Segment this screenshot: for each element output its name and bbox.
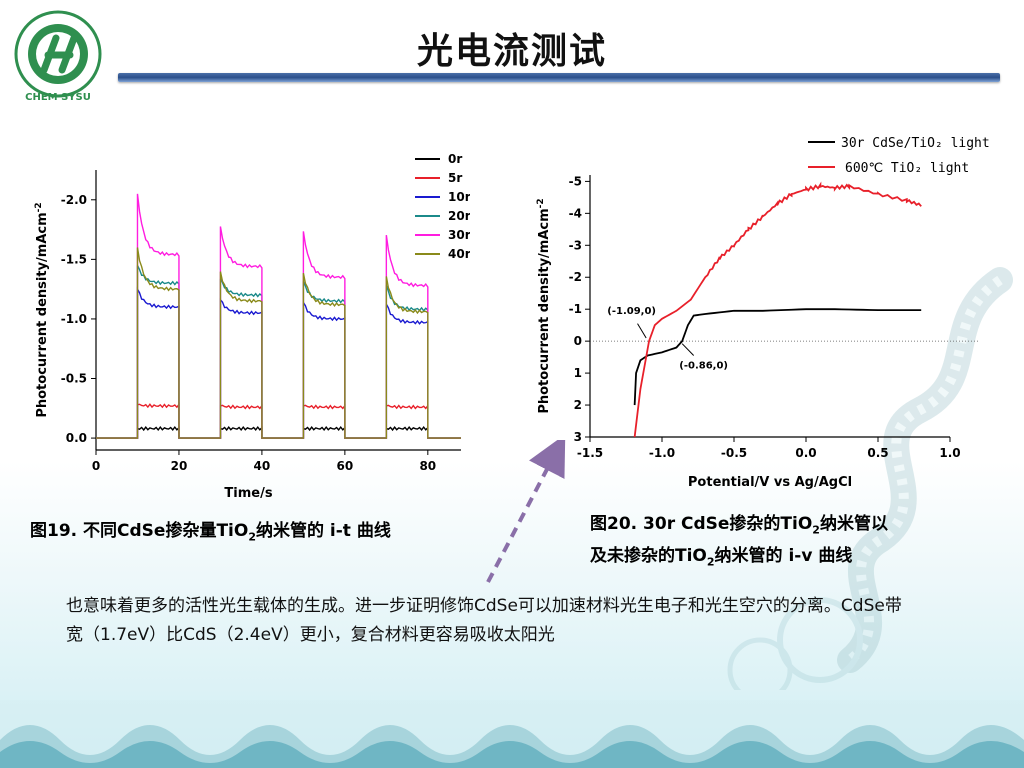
y-tick-label: 3 xyxy=(574,430,582,444)
legend-label-40r: 40r xyxy=(448,247,470,261)
x-axis-label: Time/s xyxy=(224,486,272,501)
caption-20-line2-suffix: 纳米管的 i-v 曲线 xyxy=(714,546,853,567)
it-curve-chart: 0 20 40 60 80 0.0 -0.5 -1.0 -1.5 -2.0 Time/s Photoc… xyxy=(34,152,470,501)
x-tick-label: 1.0 xyxy=(939,446,960,460)
x-tick-label: 80 xyxy=(419,459,436,473)
x-tick-label: 0.5 xyxy=(867,446,888,460)
caption-19-suffix: 纳米管的 i-t 曲线 xyxy=(255,521,391,541)
annotation-1-label: (-1.09,0) xyxy=(607,306,656,317)
x-tick-label: 0 xyxy=(92,459,100,473)
y-tick-label: 0 xyxy=(574,334,582,348)
x-tick-label: -0.5 xyxy=(721,446,747,460)
x-tick-label: -1.0 xyxy=(649,446,675,460)
caption-19-sub: 2 xyxy=(248,530,256,544)
y-tick-label: -1 xyxy=(569,302,582,316)
iv-curve-chart: -1.5 -1.0 -0.5 0.0 0.5 1.0 3 2 1 0 -1 -2 -3 -4 -5 Poten… xyxy=(536,136,990,490)
logo-text: CHEM SYSU xyxy=(25,92,91,103)
caption-figure-19: 图19. 不同CdSe掺杂量TiO2纳米管的 i-t 曲线 xyxy=(30,518,391,550)
series-1-line xyxy=(633,181,922,438)
y-axis-label: Photocurrent density/mAcm-2 xyxy=(536,198,552,413)
dragon-decoration xyxy=(727,267,1013,690)
series-20r-line xyxy=(96,265,461,439)
annotation-1-pointer xyxy=(637,323,647,339)
y-tick-label: -1.0 xyxy=(61,312,87,326)
legend-label-0: 30r CdSe/TiO₂ light xyxy=(841,136,990,151)
series-0-line xyxy=(633,308,922,406)
y-tick-label: -3 xyxy=(569,238,582,252)
caption-20-line1-suffix: 纳米管以 xyxy=(819,514,888,534)
caption-20-line1-prefix: 图20. 30r CdSe掺杂的TiO xyxy=(590,514,813,534)
legend-label-20r: 20r xyxy=(448,209,470,223)
legend-label-1: 600℃ TiO₂ light xyxy=(845,161,969,176)
legend-label-0r: 0r xyxy=(448,152,462,166)
y-tick-label: 0.0 xyxy=(66,431,87,445)
series-0r-line xyxy=(96,425,461,439)
caption-20-line2-sub: 2 xyxy=(706,555,715,569)
body-paragraph: 也意味着更多的活性光生载体的生成。进一步证明修饰CdSe可以加速材料光生电子和光… xyxy=(66,596,902,645)
y-tick-label: -1.5 xyxy=(61,252,87,266)
x-tick-label: 0.0 xyxy=(795,446,816,460)
legend-label-30r: 30r xyxy=(448,228,470,242)
y-tick-label: -5 xyxy=(569,174,582,188)
y-axis-label-sup: -2 xyxy=(34,202,44,212)
series-10r-line xyxy=(96,286,461,439)
page-title: 光电流测试 xyxy=(416,31,607,72)
x-axis-label: Potential/V vs Ag/AgCl xyxy=(688,475,852,490)
x-tick-label: 60 xyxy=(337,459,354,473)
series-5r-line xyxy=(96,402,461,439)
y-axis-label: Photocurrent density/mAcm-2 xyxy=(34,202,50,417)
annotation-2-pointer xyxy=(681,343,695,356)
y-tick-label: -4 xyxy=(569,206,582,220)
y-tick-label: 2 xyxy=(574,398,582,412)
caption-19-prefix: 图19. 不同CdSe掺杂量TiO xyxy=(30,521,249,541)
y-tick-label: -2.0 xyxy=(61,193,87,207)
x-tick-label: 40 xyxy=(254,459,271,473)
caption-20-line2-prefix: 及未掺杂的TiO xyxy=(590,546,707,567)
university-logo: CHEM SYSU xyxy=(14,10,102,103)
wave-decoration xyxy=(0,700,1024,768)
series-30r-line xyxy=(96,193,461,439)
x-tick-label: -1.5 xyxy=(577,446,603,460)
caption-20-line1-sub: 2 xyxy=(812,523,820,537)
x-tick-label: 20 xyxy=(171,459,188,473)
y-tick-label: -2 xyxy=(569,270,582,284)
title-underline xyxy=(118,73,1000,82)
legend-label-5r: 5r xyxy=(448,171,462,185)
series-40r-line xyxy=(96,247,461,439)
y-tick-label: -0.5 xyxy=(61,372,87,386)
caption-figure-20: 图20. 30r CdSe掺杂的TiO2纳米管以 及未掺杂的TiO2纳米管的 i… xyxy=(590,511,888,576)
dashed-arrow xyxy=(486,440,566,583)
legend-label-10r: 10r xyxy=(448,190,470,204)
y-axis-label-sup: -2 xyxy=(536,198,546,208)
annotation-2-label: (-0.86,0) xyxy=(679,360,728,371)
y-tick-label: 1 xyxy=(574,366,582,380)
